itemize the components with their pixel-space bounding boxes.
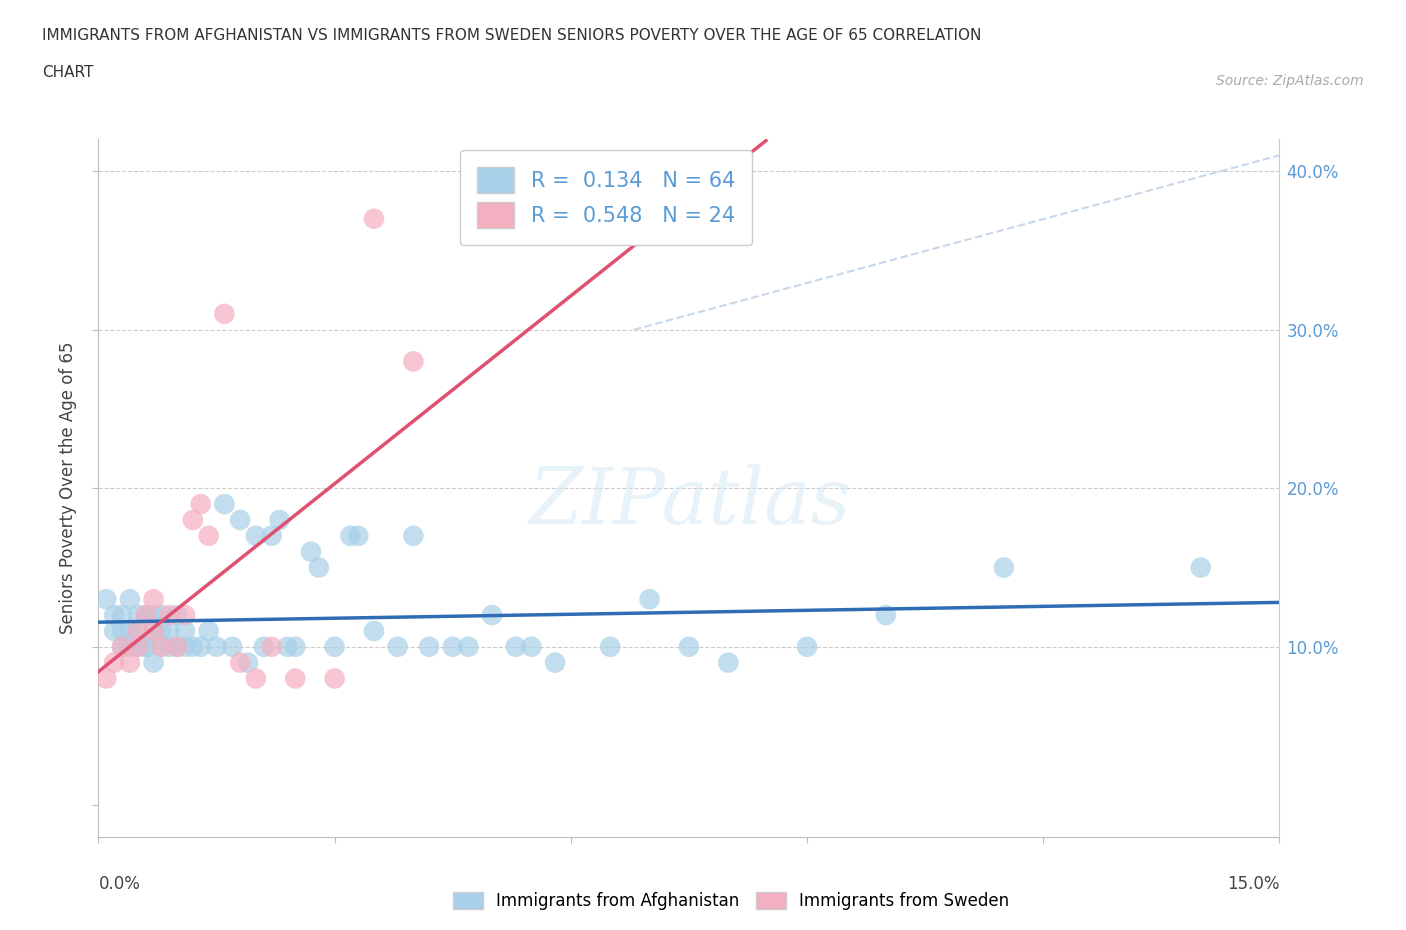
Point xyxy=(127,639,149,654)
Point xyxy=(347,528,370,543)
Point xyxy=(127,639,149,654)
Point xyxy=(135,639,157,654)
Text: IMMIGRANTS FROM AFGHANISTAN VS IMMIGRANTS FROM SWEDEN SENIORS POVERTY OVER THE A: IMMIGRANTS FROM AFGHANISTAN VS IMMIGRANT… xyxy=(42,28,981,43)
Point xyxy=(174,607,197,622)
Point xyxy=(229,655,252,670)
Point xyxy=(190,639,212,654)
Point xyxy=(221,639,243,654)
Point xyxy=(214,307,236,322)
Point xyxy=(229,512,252,527)
Point xyxy=(197,528,219,543)
Point xyxy=(135,607,157,622)
Point xyxy=(214,497,236,512)
Point xyxy=(544,655,567,670)
Point xyxy=(323,639,346,654)
Point xyxy=(402,528,425,543)
Point xyxy=(157,607,180,622)
Point xyxy=(1189,560,1212,575)
Point xyxy=(505,639,527,654)
Point xyxy=(308,560,330,575)
Point xyxy=(142,623,165,638)
Point xyxy=(284,671,307,686)
Point xyxy=(111,623,134,638)
Point xyxy=(387,639,409,654)
Point xyxy=(190,497,212,512)
Point xyxy=(96,671,118,686)
Point xyxy=(205,639,228,654)
Point xyxy=(103,607,125,622)
Point xyxy=(796,639,818,654)
Point xyxy=(638,591,661,606)
Point xyxy=(135,639,157,654)
Point xyxy=(284,639,307,654)
Point xyxy=(150,639,173,654)
Point xyxy=(174,639,197,654)
Point xyxy=(111,607,134,622)
Point xyxy=(150,639,173,654)
Point xyxy=(520,639,543,654)
Point xyxy=(111,639,134,654)
Point xyxy=(174,623,197,638)
Point xyxy=(197,623,219,638)
Point xyxy=(181,512,204,527)
Point xyxy=(166,607,188,622)
Text: ZIPatlas: ZIPatlas xyxy=(527,464,851,540)
Point xyxy=(135,607,157,622)
Point xyxy=(166,639,188,654)
Point xyxy=(875,607,897,622)
Point xyxy=(96,591,118,606)
Point xyxy=(245,671,267,686)
Point xyxy=(118,639,141,654)
Point xyxy=(142,591,165,606)
Point xyxy=(103,623,125,638)
Point xyxy=(441,639,464,654)
Point xyxy=(157,623,180,638)
Point xyxy=(323,671,346,686)
Point xyxy=(127,623,149,638)
Point xyxy=(181,639,204,654)
Point xyxy=(339,528,361,543)
Point xyxy=(269,512,291,527)
Point xyxy=(253,639,276,654)
Legend: Immigrants from Afghanistan, Immigrants from Sweden: Immigrants from Afghanistan, Immigrants … xyxy=(446,885,1017,917)
Text: Source: ZipAtlas.com: Source: ZipAtlas.com xyxy=(1216,74,1364,88)
Point xyxy=(142,623,165,638)
Point xyxy=(418,639,440,654)
Point xyxy=(103,655,125,670)
Point xyxy=(457,639,479,654)
Point xyxy=(363,211,385,226)
Point xyxy=(599,639,621,654)
Point xyxy=(993,560,1015,575)
Point xyxy=(717,655,740,670)
Text: CHART: CHART xyxy=(42,65,94,80)
Point xyxy=(127,623,149,638)
Point xyxy=(142,655,165,670)
Point xyxy=(299,544,322,559)
Point xyxy=(150,607,173,622)
Point xyxy=(118,591,141,606)
Point xyxy=(111,639,134,654)
Text: 15.0%: 15.0% xyxy=(1227,875,1279,894)
Point xyxy=(260,528,283,543)
Point xyxy=(236,655,259,670)
Point xyxy=(166,639,188,654)
Point xyxy=(150,623,173,638)
Point xyxy=(402,354,425,369)
Point xyxy=(142,607,165,622)
Legend: R =  0.134   N = 64, R =  0.548   N = 24: R = 0.134 N = 64, R = 0.548 N = 24 xyxy=(460,150,752,246)
Point xyxy=(276,639,298,654)
Text: 0.0%: 0.0% xyxy=(98,875,141,894)
Point xyxy=(157,639,180,654)
Y-axis label: Seniors Poverty Over the Age of 65: Seniors Poverty Over the Age of 65 xyxy=(59,342,77,634)
Point xyxy=(363,623,385,638)
Point xyxy=(118,655,141,670)
Point xyxy=(260,639,283,654)
Point xyxy=(127,607,149,622)
Point xyxy=(678,639,700,654)
Point xyxy=(118,623,141,638)
Point xyxy=(245,528,267,543)
Point xyxy=(481,607,503,622)
